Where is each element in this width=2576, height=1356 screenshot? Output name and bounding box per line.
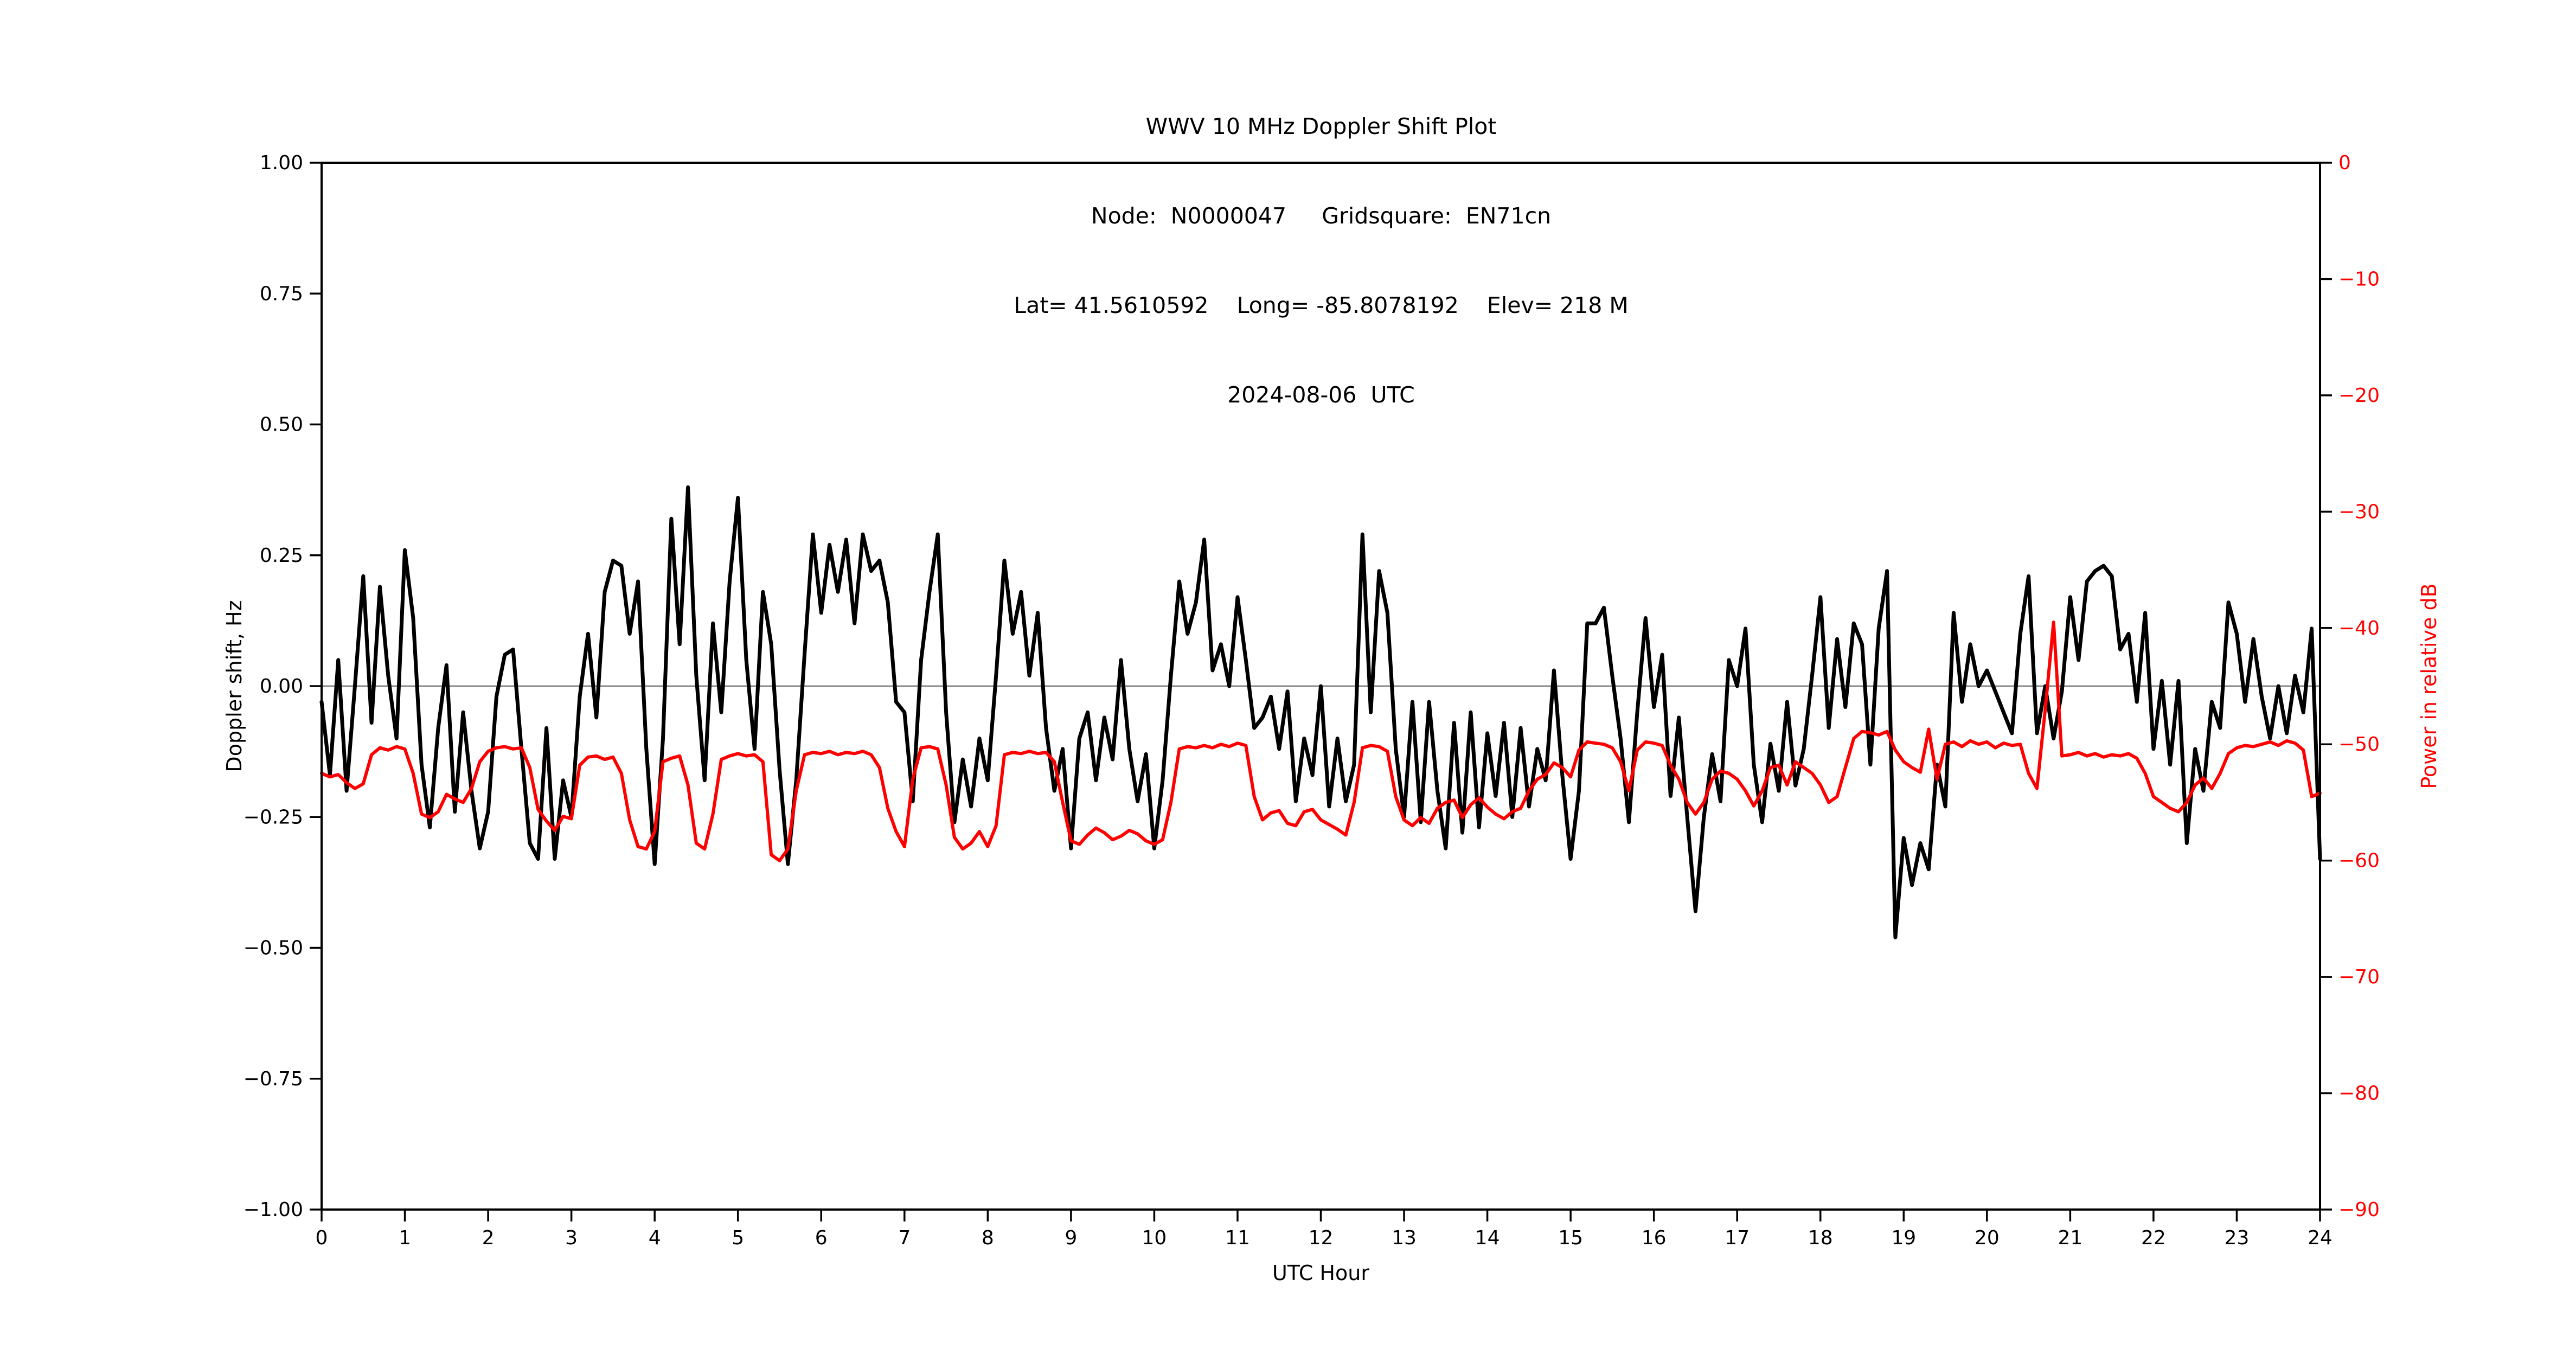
x-axis-tick-label: 6 xyxy=(815,1227,828,1249)
x-axis-tick-label: 4 xyxy=(649,1227,661,1249)
y-axis-left-tick-label: −0.25 xyxy=(243,806,303,828)
x-axis-tick-label: 8 xyxy=(982,1227,994,1249)
y-axis-left-title: Doppler shift, Hz xyxy=(222,600,246,772)
x-axis-tick-label: 18 xyxy=(1808,1227,1833,1249)
x-axis-tick-label: 21 xyxy=(2058,1227,2082,1249)
x-axis-tick-label: 13 xyxy=(1392,1227,1417,1249)
y-axis-right-tick-label: −90 xyxy=(2338,1199,2380,1221)
doppler_shift_hz-line xyxy=(319,485,2322,939)
y-axis-left-tick-label: 0.00 xyxy=(260,675,303,698)
power_rel_db-line xyxy=(320,621,2322,862)
y-axis-right-tick-label: −80 xyxy=(2338,1083,2380,1105)
x-axis-title: UTC Hour xyxy=(1272,1261,1369,1285)
chart-title-block: WWV 10 MHz Doppler Shift Plot Node: N000… xyxy=(1014,52,1629,470)
chart-title-line-4: 2024-08-06 UTC xyxy=(1227,382,1415,408)
x-axis-tick-label: 11 xyxy=(1225,1227,1250,1249)
y-axis-right-tick-label: −30 xyxy=(2338,501,2380,523)
y-axis-left-tick-label: 1.00 xyxy=(260,152,303,174)
x-axis-tick-label: 16 xyxy=(1642,1227,1667,1249)
chart-title-line-3: Lat= 41.5610592 Long= -85.8078192 Elev= … xyxy=(1014,292,1629,318)
x-axis-tick-label: 0 xyxy=(316,1227,328,1249)
x-axis-tick-label: 10 xyxy=(1142,1227,1167,1249)
x-axis-tick-label: 12 xyxy=(1309,1227,1334,1249)
x-axis-tick-label: 24 xyxy=(2308,1227,2333,1249)
x-axis-tick-label: 20 xyxy=(1975,1227,2000,1249)
y-axis-left-tick-label: 0.50 xyxy=(260,414,303,436)
y-axis-right-tick-label: −20 xyxy=(2338,385,2380,407)
y-axis-left-tick-label: −0.50 xyxy=(243,937,303,960)
y-axis-right-tick-label: −60 xyxy=(2338,850,2380,872)
x-axis-tick-label: 17 xyxy=(1725,1227,1750,1249)
y-axis-left-tick-label: 0.75 xyxy=(260,283,303,305)
x-axis-tick-label: 22 xyxy=(2141,1227,2166,1249)
chart-title-line-1: WWV 10 MHz Doppler Shift Plot xyxy=(1145,113,1497,139)
y-axis-right-tick-label: −40 xyxy=(2338,617,2380,639)
y-axis-right-tick-label: −50 xyxy=(2338,733,2380,756)
x-axis-tick-label: 19 xyxy=(1891,1227,1916,1249)
x-axis-tick-label: 7 xyxy=(898,1227,911,1249)
chart-title-line-2: Node: N0000047 Gridsquare: EN71cn xyxy=(1091,203,1552,229)
y-axis-left-tick-label: −0.75 xyxy=(243,1068,303,1090)
y-axis-left-tick-label: 0.25 xyxy=(260,545,303,567)
y-axis-right-tick-label: −10 xyxy=(2338,268,2380,290)
y-axis-left-tick-label: −1.00 xyxy=(243,1199,303,1221)
y-axis-right-tick-label: −70 xyxy=(2338,966,2380,988)
x-axis-tick-label: 9 xyxy=(1065,1227,1077,1249)
x-axis-tick-label: 5 xyxy=(732,1227,744,1249)
x-axis-tick-label: 14 xyxy=(1475,1227,1500,1249)
x-axis-tick-label: 15 xyxy=(1558,1227,1583,1249)
x-axis-tick-label: 3 xyxy=(565,1227,578,1249)
x-axis-tick-label: 2 xyxy=(482,1227,495,1249)
y-axis-right-tick-label: 0 xyxy=(2338,152,2351,174)
x-axis-tick-label: 23 xyxy=(2225,1227,2250,1249)
y-axis-right-title: Power in relative dB xyxy=(2417,583,2441,789)
x-axis-tick-label: 1 xyxy=(399,1227,411,1249)
